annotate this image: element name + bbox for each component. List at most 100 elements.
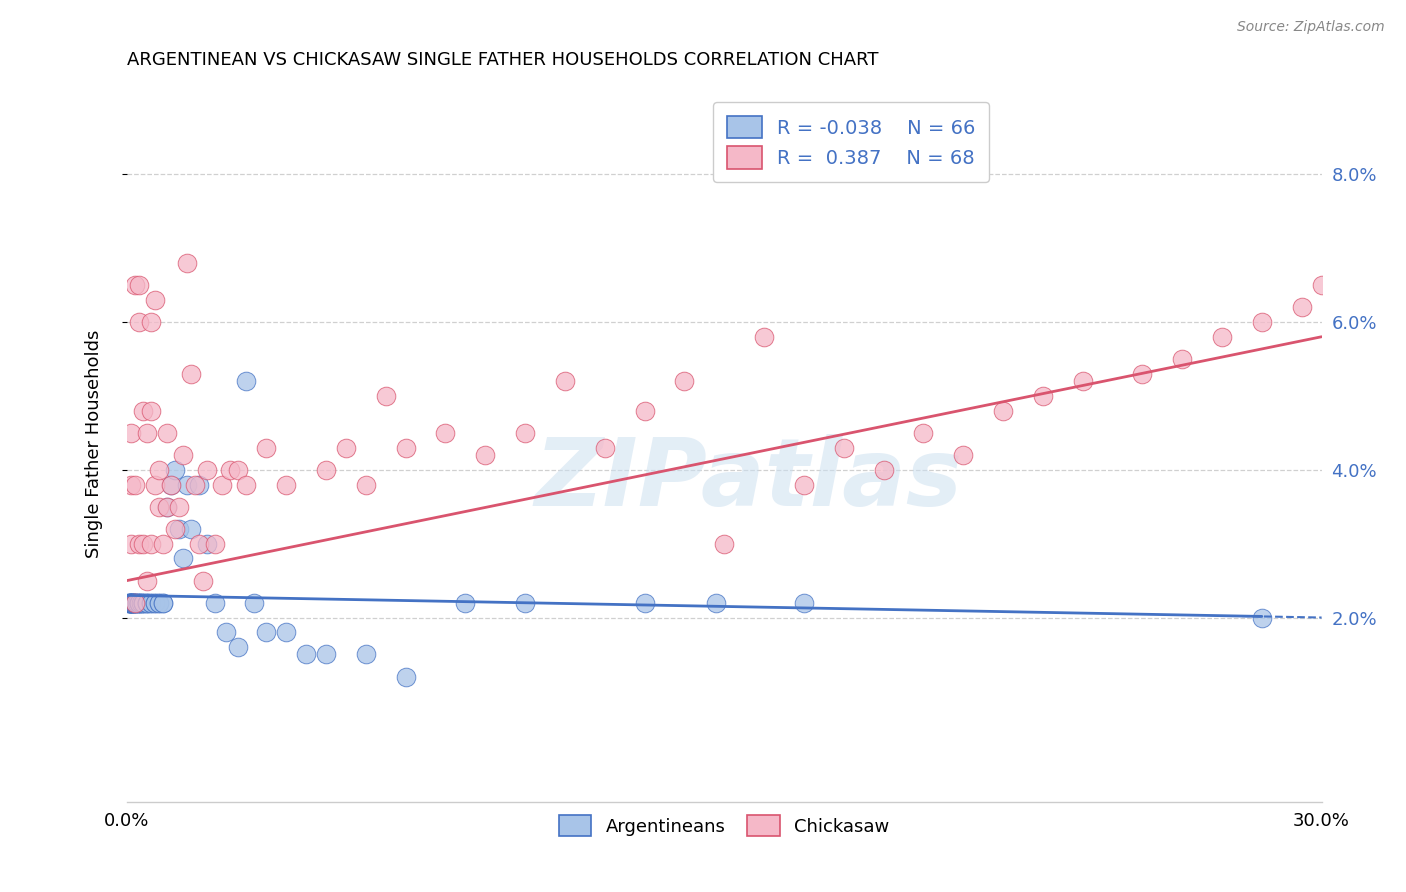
- Point: [124, 477, 146, 491]
- Point: [204, 596, 226, 610]
- Point: [118, 596, 141, 610]
- Point: [143, 293, 166, 307]
- Point: [872, 463, 894, 477]
- Point: [148, 596, 170, 610]
- Point: [120, 425, 142, 440]
- Point: [1211, 330, 1233, 344]
- Point: [124, 596, 146, 610]
- Point: [120, 596, 142, 610]
- Point: [152, 596, 174, 610]
- Point: [139, 596, 162, 610]
- Text: ZIPatlas: ZIPatlas: [534, 434, 962, 525]
- Point: [139, 596, 162, 610]
- Point: [167, 522, 190, 536]
- Point: [143, 596, 166, 610]
- Point: [159, 477, 181, 491]
- Point: [139, 403, 162, 417]
- Point: [172, 448, 194, 462]
- Point: [139, 315, 162, 329]
- Point: [132, 596, 155, 610]
- Point: [143, 596, 166, 610]
- Point: [125, 596, 148, 610]
- Point: [1171, 351, 1194, 366]
- Point: [135, 596, 157, 610]
- Point: [135, 596, 157, 610]
- Point: [172, 551, 194, 566]
- Point: [335, 441, 357, 455]
- Point: [673, 374, 696, 388]
- Point: [276, 625, 298, 640]
- Point: [395, 441, 418, 455]
- Point: [156, 500, 179, 514]
- Point: [228, 640, 250, 654]
- Point: [118, 596, 141, 610]
- Point: [180, 367, 202, 381]
- Point: [132, 536, 155, 550]
- Point: [191, 574, 214, 588]
- Point: [215, 625, 238, 640]
- Point: [315, 463, 337, 477]
- Point: [704, 596, 727, 610]
- Point: [152, 536, 174, 550]
- Point: [128, 596, 150, 610]
- Point: [148, 596, 170, 610]
- Text: Source: ZipAtlas.com: Source: ZipAtlas.com: [1237, 20, 1385, 34]
- Point: [1291, 300, 1313, 314]
- Point: [474, 448, 496, 462]
- Point: [120, 596, 142, 610]
- Text: ARGENTINEAN VS CHICKASAW SINGLE FATHER HOUSEHOLDS CORRELATION CHART: ARGENTINEAN VS CHICKASAW SINGLE FATHER H…: [127, 51, 879, 69]
- Point: [713, 536, 735, 550]
- Point: [513, 425, 536, 440]
- Point: [124, 596, 146, 610]
- Point: [167, 500, 190, 514]
- Point: [295, 648, 318, 662]
- Point: [120, 536, 142, 550]
- Point: [148, 500, 170, 514]
- Point: [793, 596, 815, 610]
- Point: [454, 596, 477, 610]
- Point: [1071, 374, 1094, 388]
- Point: [219, 463, 242, 477]
- Point: [513, 596, 536, 610]
- Point: [752, 330, 775, 344]
- Point: [235, 374, 257, 388]
- Point: [434, 425, 457, 440]
- Point: [143, 477, 166, 491]
- Point: [187, 477, 209, 491]
- Point: [793, 477, 815, 491]
- Point: [952, 448, 974, 462]
- Point: [195, 536, 218, 550]
- Point: [120, 596, 142, 610]
- Point: [120, 596, 142, 610]
- Point: [912, 425, 935, 440]
- Point: [1032, 389, 1054, 403]
- Point: [183, 477, 205, 491]
- Point: [395, 670, 418, 684]
- Point: [129, 596, 152, 610]
- Point: [156, 500, 179, 514]
- Point: [163, 522, 186, 536]
- Point: [180, 522, 202, 536]
- Point: [139, 536, 162, 550]
- Point: [354, 648, 377, 662]
- Point: [593, 441, 616, 455]
- Point: [204, 536, 226, 550]
- Point: [124, 278, 146, 293]
- Point: [118, 596, 141, 610]
- Point: [124, 596, 146, 610]
- Point: [128, 596, 150, 610]
- Y-axis label: Single Father Households: Single Father Households: [86, 330, 103, 558]
- Point: [159, 477, 181, 491]
- Point: [1132, 367, 1154, 381]
- Point: [121, 596, 143, 610]
- Point: [120, 596, 142, 610]
- Point: [1250, 610, 1272, 624]
- Point: [254, 625, 277, 640]
- Point: [374, 389, 396, 403]
- Point: [128, 278, 150, 293]
- Point: [554, 374, 576, 388]
- Point: [124, 596, 146, 610]
- Point: [122, 596, 145, 610]
- Point: [135, 574, 157, 588]
- Point: [121, 596, 143, 610]
